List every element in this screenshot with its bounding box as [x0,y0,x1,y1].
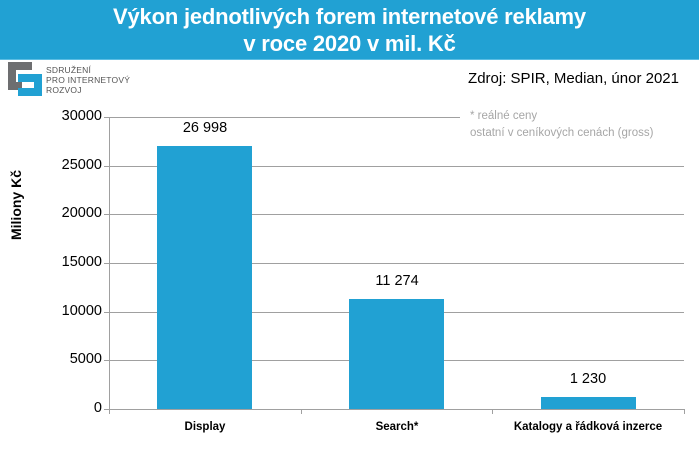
gridline [109,214,684,215]
logo-text-line-3: ROZVOJ [46,85,82,95]
x-axis-tick [492,409,493,414]
gridline [109,166,684,167]
y-axis-tick [104,312,109,313]
source-label: Zdroj: SPIR, Median, únor 2021 [468,70,679,87]
price-note-line-1: * reálné ceny [470,110,538,122]
y-tick-label: 15000 [61,254,102,270]
chart-title-line-1: Výkon jednotlivých forem internetové rek… [113,4,586,29]
x-category-label: Display [184,421,226,433]
spir-logo: SDRUŽENÍ PRO INTERNETOVÝ ROZVOJ [8,62,158,98]
y-axis-tick [104,214,109,215]
y-tick-label: 20000 [61,205,102,221]
x-axis-tick [684,409,685,414]
chart-title-banner: Výkon jednotlivých forem internetové rek… [0,0,699,60]
y-axis-tick [104,166,109,167]
y-tick-label: 30000 [61,108,102,124]
y-axis-line [109,117,110,409]
chart-title-line-2: v roce 2020 v mil. Kč [243,31,456,56]
x-axis-tick [301,409,302,414]
bar-value-label: 26 998 [182,120,228,136]
spir-logo-icon [8,62,42,96]
y-axis-tick [104,360,109,361]
logo-text-line-1: SDRUŽENÍ [46,65,92,75]
bar-1 [349,299,444,409]
y-axis-tick [104,117,109,118]
price-note: * reálné ceny ostatní v ceníkových cenác… [470,108,653,142]
bar-value-label: 11 274 [375,273,419,289]
y-tick-label: 10000 [61,303,102,319]
y-axis-tick [104,409,109,410]
x-category-label: Katalogy a řádková inzerce [513,421,663,433]
price-note-line-2: ostatní v ceníkových cenách (gross) [470,127,654,139]
y-tick-label: 25000 [61,157,102,173]
gridline [109,117,460,118]
x-axis-line [109,409,684,410]
x-category-label: Search* [375,421,419,433]
spir-logo-text: SDRUŽENÍ PRO INTERNETOVÝ ROZVOJ [46,65,130,95]
y-axis-tick [104,263,109,264]
bar-2 [541,397,636,409]
bar-0 [157,146,252,409]
y-tick-label: 5000 [69,351,102,367]
x-axis-tick [109,409,110,414]
gridline [109,263,684,264]
logo-text-line-2: PRO INTERNETOVÝ [46,75,131,85]
y-tick-label: 0 [93,400,102,416]
bar-value-label: 1 230 [569,371,607,387]
